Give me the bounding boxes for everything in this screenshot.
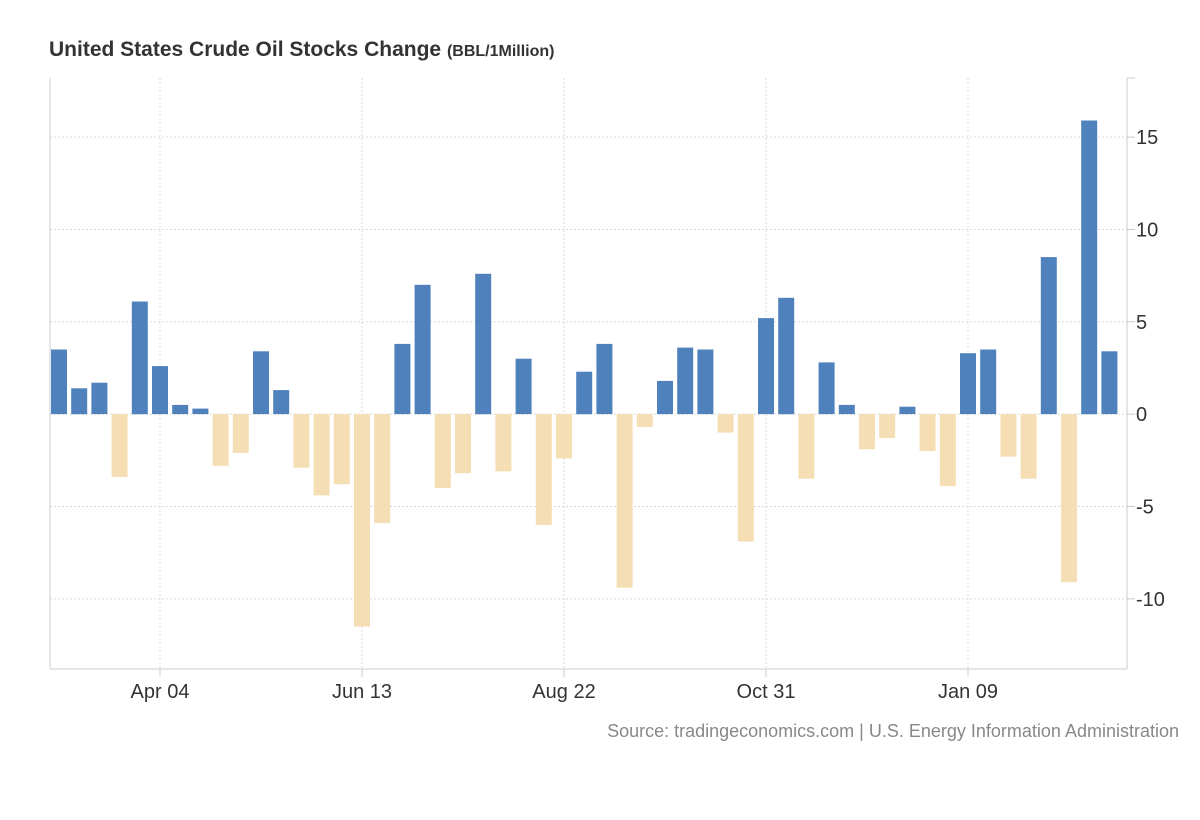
bar-positive (131, 301, 148, 415)
bar-negative (333, 414, 350, 485)
bar-positive (51, 349, 67, 415)
bar-positive (758, 318, 774, 415)
bar-positive (414, 284, 431, 415)
bar-negative (212, 414, 229, 466)
bar-negative (919, 414, 936, 451)
bar-positive (657, 380, 673, 415)
y-tick-label: 5 (1136, 312, 1147, 334)
source-note: Source: tradingeconomics.com | U.S. Ener… (607, 721, 1179, 741)
bar-positive (253, 351, 269, 415)
bar-positive (71, 388, 88, 415)
bar-positive (1101, 351, 1118, 415)
bar-positive (818, 362, 835, 415)
bar-negative (717, 414, 734, 433)
bar-positive (1081, 120, 1098, 415)
bar-positive (596, 343, 613, 415)
bar-negative (455, 414, 471, 474)
x-tick-label: Jan 09 (938, 681, 998, 703)
bar-positive (576, 371, 593, 415)
bar-positive (697, 349, 714, 415)
chart-title-text: United States Crude Oil Stocks Change (49, 38, 442, 61)
bar-negative (879, 414, 896, 439)
bar-negative (859, 414, 875, 450)
bar-negative (636, 414, 653, 427)
bar-positive (960, 353, 976, 415)
y-tick-label: -5 (1136, 496, 1154, 518)
bar-positive (152, 366, 168, 415)
chart-title: United States Crude Oil Stocks Change (B… (49, 38, 554, 62)
bar-negative (798, 414, 815, 479)
bar-positive (192, 408, 209, 415)
x-tick-label: Aug 22 (532, 681, 595, 703)
chart-title-unit: (BBL/1Million) (446, 43, 555, 60)
bar-positive (515, 358, 532, 415)
bar-positive (838, 404, 855, 415)
bar-positive (778, 297, 795, 415)
bar-negative (535, 414, 552, 525)
bar-negative (232, 414, 249, 453)
bar-positive (91, 382, 108, 415)
bar-positive (980, 349, 997, 415)
bar-negative (1061, 414, 1077, 583)
y-tick-label: -10 (1136, 589, 1165, 611)
x-tick-label: Apr 04 (131, 681, 190, 703)
bar-negative (1000, 414, 1017, 457)
bar-negative (1020, 414, 1037, 479)
y-tick-label: 0 (1136, 404, 1147, 426)
bar-negative (374, 414, 391, 524)
y-tick-label: 15 (1136, 127, 1158, 149)
bar-negative (556, 414, 572, 459)
bar-negative (737, 414, 754, 542)
bar-positive (677, 347, 694, 415)
bar-positive (273, 390, 290, 415)
y-tick-label: 10 (1136, 219, 1158, 241)
bar-positive (394, 343, 411, 415)
crude-oil-stocks-chart: 15 10 5 0 -5 -10 Apr 04 Jun 13 Aug 22 Oct 31 Jan 0… (49, 77, 1165, 703)
bar-negative (616, 414, 633, 588)
bar-positive (899, 406, 916, 415)
bar-negative (293, 414, 310, 468)
bar-negative (313, 414, 330, 496)
bar-positive (475, 273, 492, 415)
x-tick-label: Jun 13 (332, 681, 392, 703)
bar-positive (172, 404, 189, 415)
bar-positive (1040, 257, 1057, 415)
bar-negative (354, 414, 370, 627)
x-tick-label: Oct 31 (737, 681, 796, 703)
bar-negative (434, 414, 451, 488)
bar-negative (939, 414, 956, 487)
bar-negative (111, 414, 128, 477)
bar-negative (495, 414, 512, 472)
